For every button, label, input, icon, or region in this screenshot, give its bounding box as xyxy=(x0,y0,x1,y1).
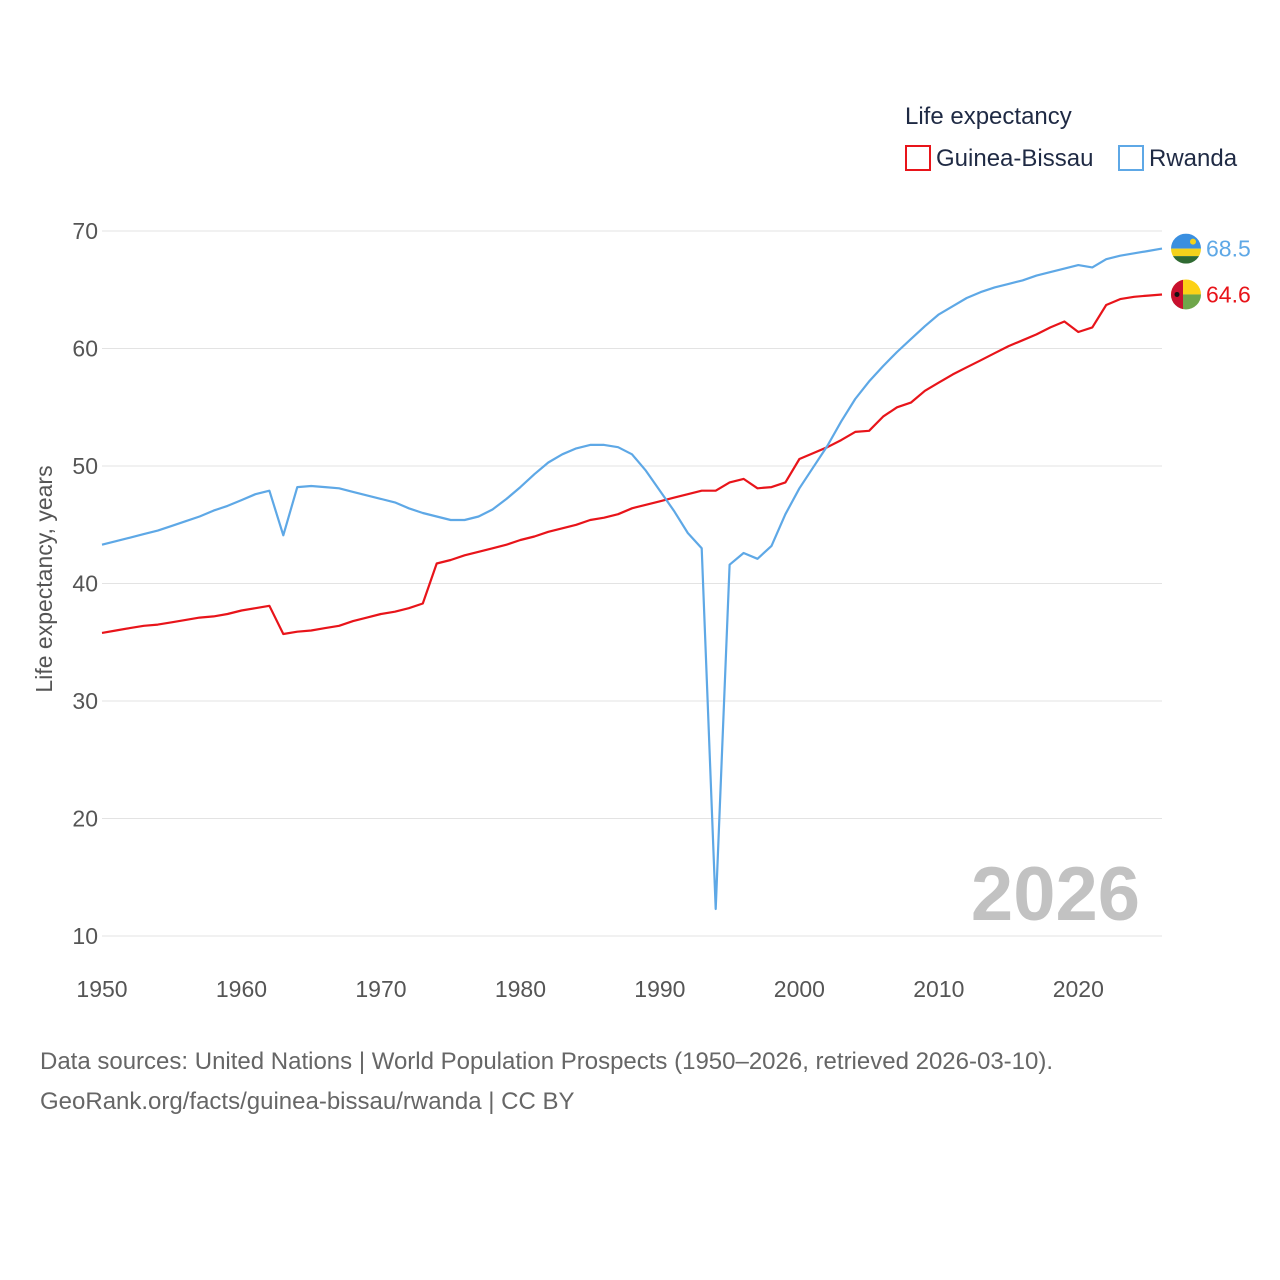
x-tick-label-1960: 1960 xyxy=(216,976,267,1002)
series-line-rwanda[interactable] xyxy=(101,247,1163,911)
credit-line: GeoRank.org/facts/guinea-bissau/rwanda |… xyxy=(40,1088,575,1115)
source-note: Data sources: United Nations | World Pop… xyxy=(40,1042,1053,1122)
x-tick-label-1990: 1990 xyxy=(634,976,685,1002)
end-value-label-rwanda: 68.5 xyxy=(1206,236,1251,262)
y-tick-label-60: 60 xyxy=(72,336,98,362)
legend-title: Life expectancy xyxy=(905,103,1072,130)
guinea-bissau-flag xyxy=(1171,279,1201,310)
y-axis-title: Life expectancy, years xyxy=(31,465,57,692)
series-line-guinea-bissau[interactable] xyxy=(101,293,1163,636)
gridlines xyxy=(102,230,1162,937)
y-tick-label-20: 20 xyxy=(72,806,98,832)
x-tick-label-2020: 2020 xyxy=(1053,976,1104,1002)
y-tick-label-30: 30 xyxy=(72,688,98,714)
y-tick-label-70: 70 xyxy=(72,218,98,244)
y-tick-label-50: 50 xyxy=(72,453,98,479)
x-axis-ticks: 1950 1960 1970 1980 1990 2000 2010 2020 xyxy=(76,976,1103,1002)
x-tick-label-2000: 2000 xyxy=(774,976,825,1002)
series-end-labels: 64.6 68.5 xyxy=(1171,233,1251,310)
series-lines xyxy=(101,247,1163,911)
x-tick-label-1950: 1950 xyxy=(76,976,127,1002)
x-tick-label-1980: 1980 xyxy=(495,976,546,1002)
legend-swatch-rwanda[interactable] xyxy=(1118,145,1144,171)
legend: Life expectancy Guinea-Bissau Rwanda xyxy=(905,103,1238,172)
life-expectancy-line-chart: 10 20 30 40 50 60 70 1950 1960 1970 1980 1990 2000 2… xyxy=(31,103,1251,1002)
y-tick-label-10: 10 xyxy=(72,923,98,949)
x-tick-label-2010: 2010 xyxy=(913,976,964,1002)
end-value-label-guinea-bissau: 64.6 xyxy=(1206,281,1251,307)
legend-label-rwanda[interactable]: Rwanda xyxy=(1149,145,1238,172)
y-tick-label-40: 40 xyxy=(72,571,98,597)
year-watermark: 2026 xyxy=(971,852,1140,937)
rwanda-flag xyxy=(1171,233,1201,264)
x-tick-label-1970: 1970 xyxy=(355,976,406,1002)
legend-label-guinea-bissau[interactable]: Guinea-Bissau xyxy=(936,145,1093,172)
legend-swatch-guinea-bissau[interactable] xyxy=(905,145,931,171)
source-line: Data sources: United Nations | World Pop… xyxy=(40,1048,1054,1075)
y-axis-ticks: 10 20 30 40 50 60 70 xyxy=(72,218,98,949)
